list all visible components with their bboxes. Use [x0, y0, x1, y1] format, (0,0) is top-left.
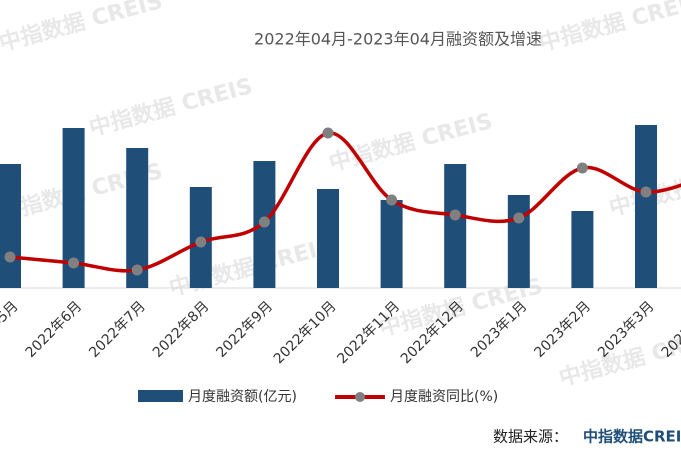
- line-point: [449, 209, 461, 221]
- line-point: [322, 127, 334, 139]
- legend-swatch: [138, 390, 183, 402]
- line-point: [4, 251, 16, 263]
- x-tick-label: 2022年10月: [271, 298, 340, 367]
- bar: [380, 200, 403, 288]
- bar: [635, 125, 657, 288]
- watermark: 中指数据 CREIS: [86, 73, 255, 142]
- bar: [444, 164, 467, 288]
- x-tick-label: 2022年8月: [150, 298, 213, 361]
- x-tick-label: 2022年7月: [86, 298, 149, 361]
- legend-label: 月度融资同比(%): [390, 389, 498, 405]
- line-point: [68, 257, 80, 269]
- x-tick-label: 2022年6月: [23, 298, 86, 361]
- bar: [571, 211, 594, 288]
- x-tick-label: 2022年9月: [213, 298, 276, 361]
- line-point: [131, 264, 143, 276]
- bar: [0, 164, 21, 288]
- x-tick-label: 2023年2月: [531, 298, 594, 361]
- bar: [126, 148, 149, 288]
- watermark: 中指数据 CREIS: [536, 0, 681, 57]
- bar: [62, 128, 85, 288]
- line-point: [640, 186, 652, 198]
- bar: [317, 189, 339, 288]
- source-label: 数据来源：: [493, 428, 568, 446]
- legend-label: 月度融资额(亿元): [188, 389, 297, 405]
- watermark: 中指数据 CREIS: [0, 0, 165, 57]
- line-point: [386, 194, 398, 206]
- legend-marker: [355, 392, 365, 402]
- x-tick-label: 2022年5月: [0, 298, 22, 361]
- x-tick-label: 2023年4月: [659, 298, 681, 361]
- line-point: [576, 162, 588, 174]
- line-point: [513, 212, 525, 224]
- line-point: [258, 216, 270, 228]
- line-point: [195, 236, 207, 248]
- chart-title: 2022年04月-2023年04月融资额及增速: [254, 30, 542, 49]
- bar: [507, 195, 530, 288]
- watermark: 中指数据 CREIS: [326, 108, 495, 177]
